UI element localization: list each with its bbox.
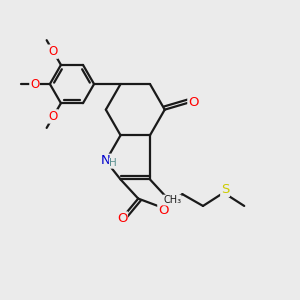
Text: O: O [30,77,39,91]
Text: H: H [109,158,117,168]
Text: N: N [101,154,111,167]
Text: O: O [158,204,169,217]
Text: CH₃: CH₃ [163,195,181,205]
Text: O: O [188,96,199,109]
Text: S: S [221,183,229,196]
Text: O: O [49,110,58,123]
Text: O: O [49,45,58,58]
Text: O: O [117,212,127,225]
